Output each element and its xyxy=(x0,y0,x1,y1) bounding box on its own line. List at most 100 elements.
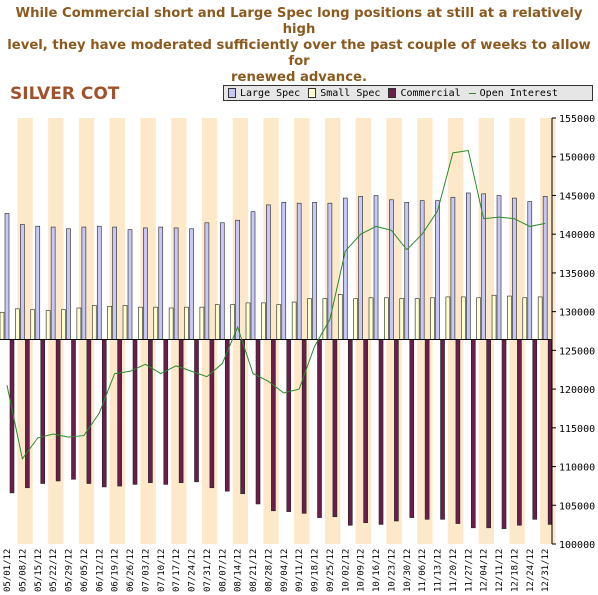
large-spec-bar xyxy=(404,202,410,340)
x-tick-label: 06/05/12 xyxy=(80,549,90,592)
x-tick-label: 12/31/12 xyxy=(541,549,551,592)
small-spec-bar xyxy=(0,311,5,340)
small-spec-swatch xyxy=(308,88,317,98)
x-tick-label: 12/24/12 xyxy=(526,549,536,592)
commercial-bar xyxy=(240,339,245,495)
small-spec-bar xyxy=(476,297,481,340)
large-spec-bar xyxy=(112,226,117,340)
commercial-bar xyxy=(286,339,292,512)
large-spec-bar xyxy=(81,226,87,340)
x-tick-label: 11/06/12 xyxy=(418,549,428,592)
x-tick-label: 10/30/12 xyxy=(403,549,413,592)
date-band xyxy=(140,118,156,544)
large-spec-bar xyxy=(266,204,271,340)
small-spec-bar xyxy=(384,297,389,340)
large-spec-bar xyxy=(312,202,317,340)
large-spec-bar xyxy=(143,227,148,340)
right-axis-tick-label: 130000 xyxy=(559,308,595,319)
small-spec-bar xyxy=(491,294,497,340)
commercial-bar xyxy=(301,339,307,514)
right-axis-tick-label: 100000 xyxy=(559,540,595,551)
x-tick-label: 12/04/12 xyxy=(480,549,490,592)
small-spec-bar xyxy=(322,298,328,340)
right-axis-tick-label: 115000 xyxy=(559,424,595,435)
headline-line-3: renewed advance. xyxy=(231,70,367,85)
small-spec-bar xyxy=(153,306,159,340)
x-tick-label: 10/09/12 xyxy=(357,549,367,592)
x-tick-label: 11/13/12 xyxy=(434,549,444,592)
x-tick-label: 08/28/12 xyxy=(264,549,274,592)
date-band xyxy=(509,118,525,544)
x-tick-label: 07/10/12 xyxy=(157,549,167,592)
date-band xyxy=(447,118,464,544)
x-tick-label: 05/22/12 xyxy=(49,549,59,592)
date-band xyxy=(478,118,495,544)
large-spec-bar xyxy=(35,225,41,340)
small-spec-bar xyxy=(414,298,420,340)
commercial-bar xyxy=(194,339,199,483)
legend-label-commercial: Commercial xyxy=(400,87,461,99)
headline: While Commercial short and Large Spec lo… xyxy=(0,6,598,86)
large-spec-bar xyxy=(204,222,210,340)
date-band xyxy=(386,118,402,544)
x-tick-label: 07/03/12 xyxy=(141,549,151,592)
commercial-bar xyxy=(148,339,153,483)
x-tick-label: 05/15/12 xyxy=(34,549,44,592)
commercial-bar xyxy=(455,339,461,524)
large-spec-bar xyxy=(250,211,256,340)
small-spec-bar xyxy=(45,310,51,340)
right-axis-tick-label: 135000 xyxy=(559,269,595,280)
commercial-bar xyxy=(40,339,46,484)
right-axis-tick-label: 110000 xyxy=(559,463,595,474)
large-spec-bar xyxy=(4,213,10,340)
large-spec-bar xyxy=(189,228,194,340)
x-tick-label: 08/07/12 xyxy=(218,549,228,592)
commercial-bar xyxy=(394,339,399,522)
legend-label-large-spec: Large Spec xyxy=(240,87,301,99)
right-axis-tick-label: 125000 xyxy=(559,346,595,357)
commercial-bar xyxy=(486,339,491,529)
small-spec-bar xyxy=(537,296,543,340)
commercial-bar xyxy=(501,339,507,529)
date-band xyxy=(294,118,310,544)
date-band xyxy=(232,118,249,544)
large-spec-bar xyxy=(527,201,533,340)
commercial-bar xyxy=(86,339,92,484)
commercial-bar xyxy=(363,339,368,523)
x-tick-label: 11/20/12 xyxy=(449,549,459,592)
open-interest-series xyxy=(6,149,546,460)
x-tick-label: 05/01/12 xyxy=(3,549,13,592)
small-spec-bar xyxy=(76,307,82,340)
small-spec-bar xyxy=(107,305,112,340)
open-interest-swatch xyxy=(468,92,476,94)
commercial-bar xyxy=(332,339,338,518)
small-spec-bar xyxy=(138,306,143,340)
commercial-bar xyxy=(532,339,538,520)
date-band xyxy=(109,118,126,544)
x-tick-label: 07/24/12 xyxy=(188,549,198,592)
small-spec-bar xyxy=(230,304,235,340)
small-spec-bar xyxy=(15,308,20,340)
x-tick-label: 05/29/12 xyxy=(65,549,75,592)
large-spec-bar xyxy=(219,222,225,340)
small-spec-bar xyxy=(460,296,466,340)
large-spec-bar xyxy=(542,196,548,340)
bar-series xyxy=(0,192,553,529)
headline-line-1: While Commercial short and Large Spec lo… xyxy=(15,6,583,37)
large-spec-bar xyxy=(342,197,348,340)
x-tick-label: 09/18/12 xyxy=(311,549,321,592)
commercial-bar xyxy=(117,339,122,487)
x-tick-label: 08/14/12 xyxy=(234,549,244,592)
commercial-bar xyxy=(163,339,169,485)
commercial-bar xyxy=(71,339,76,480)
small-spec-bar xyxy=(261,302,266,340)
legend-label-open-interest: Open Interest xyxy=(479,87,558,99)
commercial-bar xyxy=(224,339,230,492)
commercial-bar xyxy=(55,339,61,482)
large-spec-bar xyxy=(450,196,456,340)
date-band xyxy=(171,118,187,544)
large-spec-bar xyxy=(50,226,56,340)
large-spec-bar xyxy=(158,226,164,340)
x-tick-label: 10/16/12 xyxy=(372,549,382,592)
date-band xyxy=(263,118,279,544)
